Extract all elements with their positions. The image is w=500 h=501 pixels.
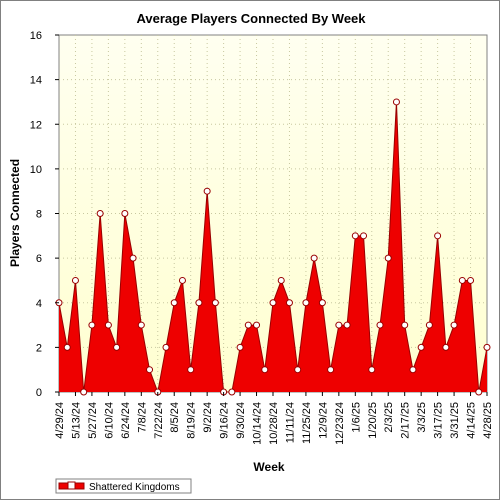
data-point <box>121 210 129 217</box>
x-tick-label: 6/24/24 <box>120 402 132 439</box>
x-tick-label: 9/30/24 <box>235 402 247 439</box>
data-point <box>409 366 417 374</box>
y-tick-label: 0 <box>36 387 42 399</box>
data-point <box>80 388 88 396</box>
x-tick-label: 6/10/24 <box>103 402 115 439</box>
y-tick-label: 12 <box>30 119 42 131</box>
data-point <box>335 321 343 329</box>
data-point <box>96 210 104 217</box>
data-point <box>434 232 442 240</box>
data-point <box>294 366 302 374</box>
series-markers <box>55 98 491 396</box>
data-point <box>442 343 450 351</box>
y-tick-label: 8 <box>36 209 42 221</box>
y-axis-title: Players Connected <box>8 159 22 267</box>
data-point <box>170 299 178 307</box>
x-tick-label: 8/19/24 <box>186 402 198 439</box>
x-tick-label: 3/31/25 <box>449 402 461 439</box>
data-point <box>269 299 277 307</box>
data-point <box>417 343 425 351</box>
data-point <box>244 321 252 329</box>
data-point <box>376 321 384 329</box>
x-tick-label: 9/16/24 <box>219 402 231 439</box>
x-tick-label: 5/13/24 <box>70 402 82 439</box>
legend: Shattered Kingdoms <box>55 478 192 494</box>
legend-marker <box>67 481 76 490</box>
legend-label: Shattered Kingdoms <box>89 482 180 493</box>
data-point <box>113 343 121 351</box>
data-point <box>360 232 368 240</box>
x-tick-label: 8/5/24 <box>169 402 181 433</box>
data-point <box>195 299 203 307</box>
x-tick-label: 12/23/24 <box>334 402 346 445</box>
x-tick-label: 7/22/24 <box>153 402 165 439</box>
data-point <box>277 276 285 284</box>
data-point <box>228 388 236 396</box>
x-tick-label: 9/2/24 <box>202 402 214 433</box>
x-tick-label: 4/28/25 <box>482 402 494 439</box>
data-point <box>187 366 195 374</box>
data-point <box>261 366 269 374</box>
data-point <box>146 366 154 374</box>
data-point <box>63 343 71 351</box>
chart-title: Average Players Connected By Week <box>136 11 366 26</box>
x-tick-label: 1/20/25 <box>367 402 379 439</box>
y-axis-ticks: 0 2 4 6 8 10 12 14 16 <box>30 30 59 399</box>
data-point <box>343 321 351 329</box>
data-point <box>302 299 310 307</box>
x-tick-label: 11/25/24 <box>301 402 313 444</box>
x-axis-title: Week <box>253 460 284 474</box>
x-tick-label: 12/9/24 <box>317 402 329 439</box>
x-tick-label: 3/17/25 <box>433 402 445 439</box>
x-tick-label: 5/27/24 <box>87 402 99 439</box>
data-point <box>71 276 79 284</box>
data-point <box>467 276 475 284</box>
y-tick-label: 2 <box>36 342 42 354</box>
data-point <box>458 276 466 284</box>
data-point <box>310 254 318 262</box>
data-point <box>88 321 96 329</box>
data-point <box>483 343 491 351</box>
y-tick-label: 4 <box>36 298 42 310</box>
data-point <box>318 299 326 307</box>
legend-box <box>55 478 192 494</box>
x-tick-label: 10/14/24 <box>252 402 264 445</box>
x-tick-label: 2/3/25 <box>383 402 395 433</box>
data-point <box>285 299 293 307</box>
data-point <box>211 299 219 307</box>
x-axis-ticks: 4/29/24 5/13/24 5/27/24 6/10/24 6/24/24 7/8/2… <box>54 392 494 445</box>
x-tick-label: 7/8/24 <box>136 402 148 433</box>
data-point <box>178 276 186 284</box>
data-point <box>137 321 145 329</box>
x-tick-label: 3/3/25 <box>416 402 428 433</box>
data-point <box>401 321 409 329</box>
x-tick-label: 11/11/24 <box>284 402 296 443</box>
data-point <box>236 343 244 351</box>
x-tick-label: 4/29/24 <box>54 402 66 439</box>
y-tick-label: 14 <box>30 75 42 87</box>
y-tick-label: 10 <box>30 164 42 176</box>
data-point <box>475 388 483 396</box>
x-tick-label: 1/6/25 <box>350 402 362 433</box>
y-tick-label: 6 <box>36 253 42 265</box>
data-point <box>104 321 112 329</box>
data-point <box>203 187 211 195</box>
data-point <box>129 254 137 262</box>
x-tick-label: 10/28/24 <box>268 402 280 445</box>
data-point <box>162 343 170 351</box>
grid-lines <box>59 35 487 392</box>
y-tick-label: 16 <box>30 30 42 42</box>
data-point <box>450 321 458 329</box>
data-point <box>368 366 376 374</box>
data-point <box>351 232 359 240</box>
data-point <box>425 321 433 329</box>
x-tick-label: 2/17/25 <box>400 402 412 439</box>
x-tick-label: 4/14/25 <box>466 402 478 439</box>
data-point <box>253 321 261 329</box>
data-point <box>327 366 335 374</box>
data-point <box>384 254 392 262</box>
data-point <box>392 98 400 106</box>
